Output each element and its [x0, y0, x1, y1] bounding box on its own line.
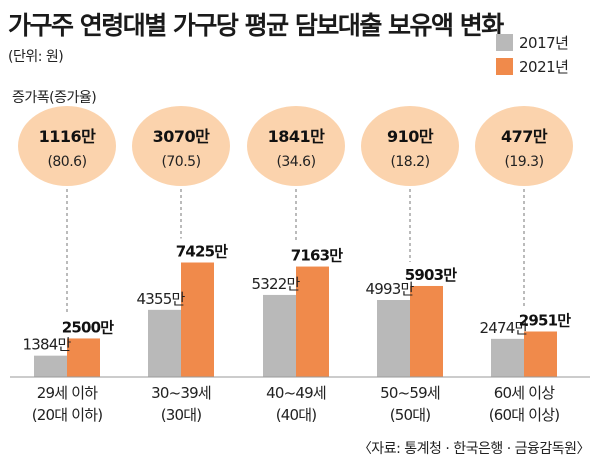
bar-2021 [524, 331, 557, 377]
increase-bubble [361, 106, 459, 186]
category-label: 30~39세 [151, 384, 211, 402]
legend-label-2017: 2017년 [519, 33, 569, 52]
category-sublabel: (30대) [161, 406, 202, 424]
legend-item-2021: 2021년 [496, 54, 569, 78]
increase-rate-label: (34.6) [276, 154, 315, 170]
increase-amount-label: 910만 [387, 127, 434, 146]
value-label-2017: 4993만 [366, 280, 415, 298]
increase-bubble [132, 106, 230, 186]
increase-amount-label: 1841만 [268, 127, 326, 146]
increase-bubble [18, 106, 116, 186]
category-sublabel: (60대 이상) [489, 406, 560, 424]
value-label-2017: 1384만 [23, 336, 72, 354]
value-label-2021: 5903만 [405, 266, 458, 284]
bar-2017 [263, 294, 296, 377]
source-note: 〈자료: 통계청 · 한국은행 · 금융감독원〉 [357, 441, 591, 457]
category-label: 29세 이하 [37, 384, 98, 402]
increase-bubble [475, 106, 573, 186]
value-label-2021: 7425만 [176, 243, 229, 261]
increase-rate-label: (18.2) [390, 154, 429, 170]
bar-2017 [34, 355, 67, 377]
increase-label: 증가폭(증가율) [12, 90, 97, 106]
unit-label: (단위: 원) [8, 49, 64, 65]
bar-2021 [410, 285, 443, 377]
category-label: 60세 이상 [494, 384, 555, 402]
bar-2021 [181, 262, 214, 377]
increase-amount-label: 477만 [501, 127, 548, 146]
increase-bubble [247, 106, 345, 186]
bar-2017 [377, 300, 410, 377]
value-label-2017: 4355만 [137, 290, 186, 308]
increase-amount-label: 3070만 [153, 127, 211, 146]
category-sublabel: (20대 이하) [32, 406, 103, 424]
legend-swatch-2017 [496, 33, 513, 51]
legend-label-2021: 2021년 [519, 57, 569, 76]
value-label-2017: 2474만 [480, 319, 529, 337]
increase-rate-label: (80.6) [47, 154, 86, 170]
bar-2021 [67, 338, 100, 377]
value-label-2017: 5322만 [252, 275, 301, 293]
bar-2017 [491, 338, 524, 377]
category-label: 50~59세 [380, 384, 440, 402]
category-sublabel: (40대) [276, 406, 317, 424]
chart-title: 가구주 연령대별 가구당 평균 담보대출 보유액 변화 [8, 11, 504, 40]
legend-item-2017: 2017년 [496, 30, 569, 54]
category-label: 40~49세 [266, 384, 326, 402]
legend-swatch-2021 [496, 57, 513, 75]
category-sublabel: (50대) [390, 406, 431, 424]
increase-amount-label: 1116만 [39, 127, 97, 146]
legend: 2017년 2021년 [496, 30, 569, 78]
bar-2017 [148, 309, 181, 377]
value-label-2021: 2500만 [62, 318, 115, 336]
increase-rate-label: (70.5) [161, 154, 200, 170]
increase-rate-label: (19.3) [504, 154, 543, 170]
value-label-2021: 7163만 [291, 247, 344, 265]
value-label-2021: 2951만 [519, 311, 572, 329]
bar-2021 [296, 266, 329, 377]
